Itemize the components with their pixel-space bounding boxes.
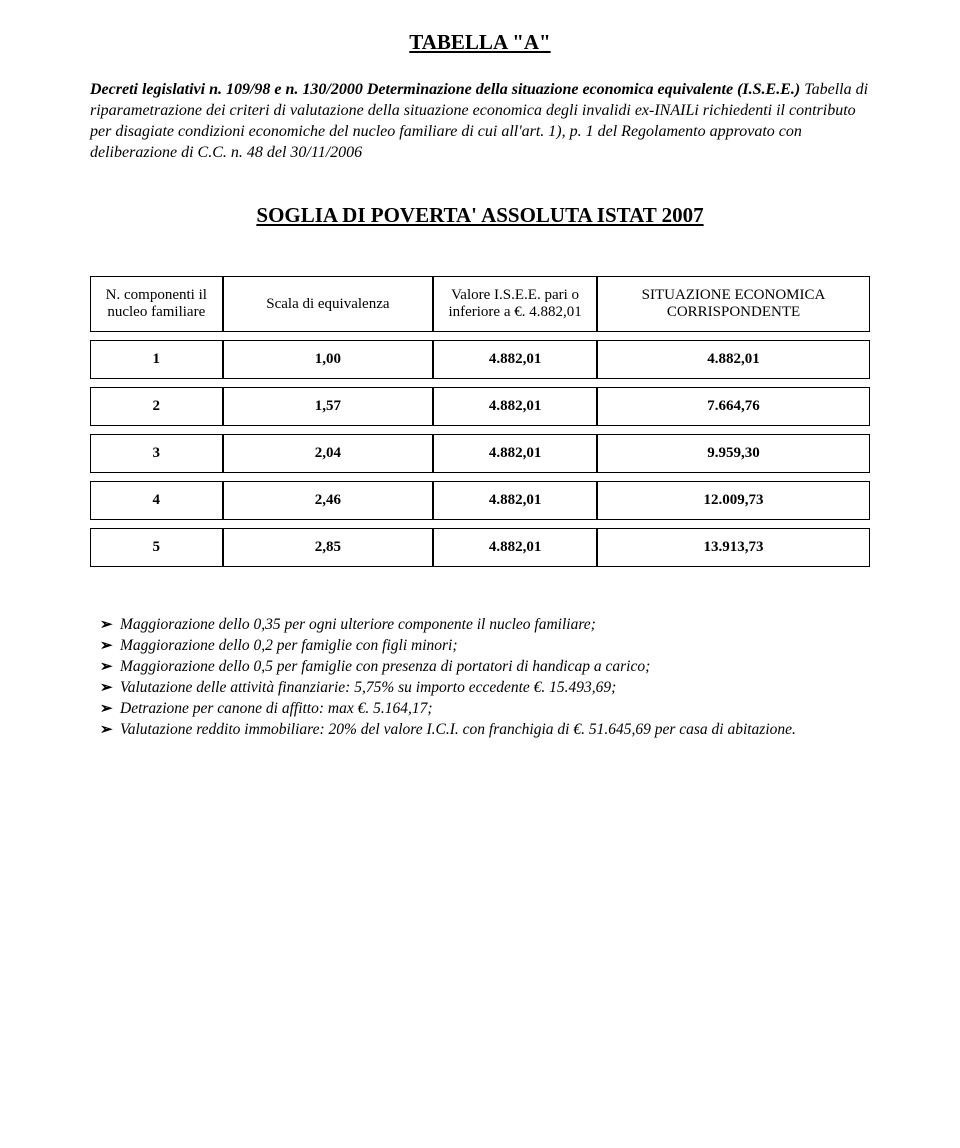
bullet-text: Maggiorazione dello 0,35 per ogni ulteri… [120,615,870,636]
arrow-icon: ➢ [100,657,120,677]
col-header-situation: SITUAZIONE ECONOMICA CORRISPONDENTE [597,276,870,332]
bullet-text: Maggiorazione dello 0,2 per famiglie con… [120,636,870,657]
cell-sit: 13.913,73 [597,528,870,567]
arrow-icon: ➢ [100,699,120,719]
bullet-text: Detrazione per canone di affitto: max €.… [120,699,870,720]
section-title: SOGLIA DI POVERTA' ASSOLUTA ISTAT 2007 [90,203,870,228]
bullet-text: Valutazione delle attività finanziarie: … [120,678,870,699]
equivalence-table: N. componenti il nucleo familiare Scala … [90,268,870,575]
document-page: TABELLA "A" Decreti legislativi n. 109/9… [0,0,960,1148]
cell-n: 5 [90,528,223,567]
arrow-icon: ➢ [100,615,120,635]
cell-scale: 2,04 [223,434,434,473]
intro-paragraph: Decreti legislativi n. 109/98 e n. 130/2… [90,79,870,163]
list-item: ➢ Maggiorazione dello 0,2 per famiglie c… [100,636,870,657]
cell-n: 3 [90,434,223,473]
bullet-list: ➢ Maggiorazione dello 0,35 per ogni ulte… [90,615,870,741]
arrow-icon: ➢ [100,636,120,656]
page-title: TABELLA "A" [90,30,870,55]
cell-n: 4 [90,481,223,520]
table-header-row: N. componenti il nucleo familiare Scala … [90,276,870,332]
intro-bold: Decreti legislativi n. 109/98 e n. 130/2… [90,81,800,98]
cell-scale: 2,85 [223,528,434,567]
col-header-scale: Scala di equivalenza [223,276,434,332]
table-row: 4 2,46 4.882,01 12.009,73 [90,481,870,520]
cell-scale: 2,46 [223,481,434,520]
col-header-isee: Valore I.S.E.E. pari o inferiore a €. 4.… [433,276,597,332]
table-row: 1 1,00 4.882,01 4.882,01 [90,340,870,379]
arrow-icon: ➢ [100,678,120,698]
cell-sit: 4.882,01 [597,340,870,379]
cell-sit: 12.009,73 [597,481,870,520]
cell-isee: 4.882,01 [433,434,597,473]
bullet-text: Valutazione reddito immobiliare: 20% del… [120,720,870,741]
list-item: ➢ Valutazione delle attività finanziarie… [100,678,870,699]
cell-isee: 4.882,01 [433,481,597,520]
list-item: ➢ Maggiorazione dello 0,5 per famiglie c… [100,657,870,678]
cell-sit: 9.959,30 [597,434,870,473]
arrow-icon: ➢ [100,720,120,740]
bullet-text: Maggiorazione dello 0,5 per famiglie con… [120,657,870,678]
list-item: ➢ Maggiorazione dello 0,35 per ogni ulte… [100,615,870,636]
list-item: ➢ Detrazione per canone di affitto: max … [100,699,870,720]
cell-isee: 4.882,01 [433,340,597,379]
cell-scale: 1,57 [223,387,434,426]
table-row: 3 2,04 4.882,01 9.959,30 [90,434,870,473]
cell-isee: 4.882,01 [433,387,597,426]
cell-n: 2 [90,387,223,426]
cell-n: 1 [90,340,223,379]
table-row: 2 1,57 4.882,01 7.664,76 [90,387,870,426]
cell-sit: 7.664,76 [597,387,870,426]
list-item: ➢ Valutazione reddito immobiliare: 20% d… [100,720,870,741]
cell-isee: 4.882,01 [433,528,597,567]
table-row: 5 2,85 4.882,01 13.913,73 [90,528,870,567]
cell-scale: 1,00 [223,340,434,379]
col-header-components: N. componenti il nucleo familiare [90,276,223,332]
